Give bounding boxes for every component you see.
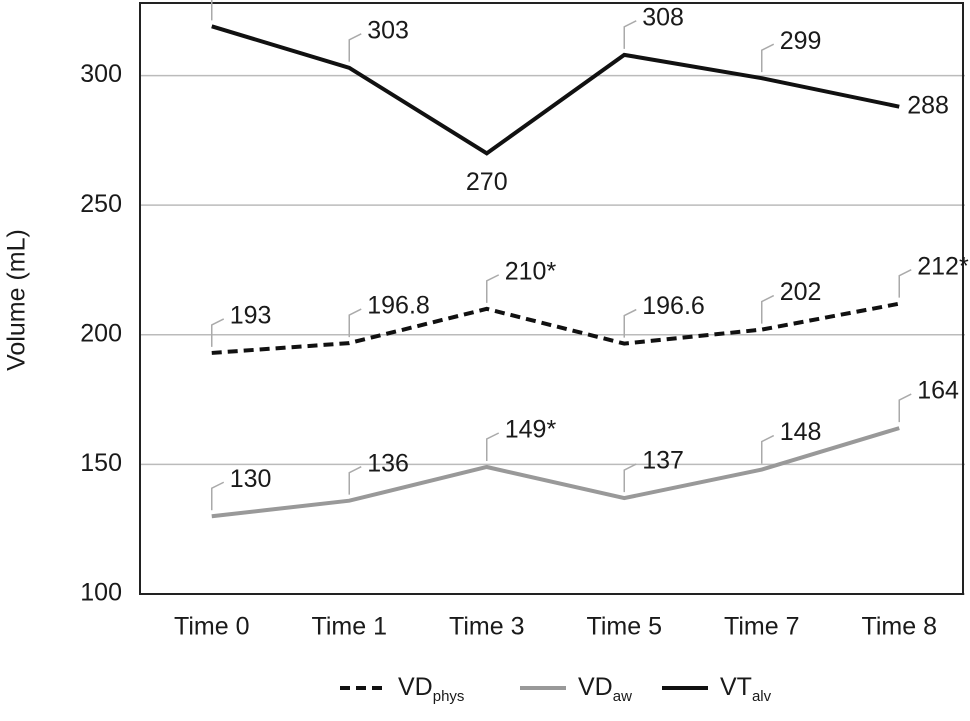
label-leader [761,434,775,464]
data-label: 149* [505,416,557,444]
legend-label: VDaw [578,673,632,705]
label-leader [761,43,775,73]
data-label: 137 [642,447,684,475]
data-label: 299 [780,27,822,55]
data-label: 212* [917,252,969,280]
data-label: 130 [230,465,272,493]
x-tick-label: Time 5 [587,613,662,641]
label-leader [348,308,362,338]
data-label: 308 [642,3,684,31]
y-axis-label: Volume (mL) [3,229,31,371]
data-label: 196.6 [642,292,705,320]
label-leader [623,308,637,338]
data-line [211,426,900,519]
label-leader [211,318,225,347]
data-label: 210* [505,257,557,285]
data-label: 202 [780,278,822,306]
y-tick-label: 300 [80,60,122,88]
data-label: 270 [466,168,508,196]
label-leader [623,20,637,49]
label-leader [211,0,213,21]
x-tick-label: Time 8 [862,613,937,641]
label-leader [623,463,637,493]
data-label: 164 [917,377,959,405]
y-tick-label: 150 [80,449,122,477]
y-tick-label: 250 [80,190,122,218]
label-leader [486,274,500,303]
legend-label: VTalv [720,673,772,705]
legend-label: VDphys [398,673,464,705]
data-label: 303 [367,16,409,44]
label-leader [211,481,225,511]
data-label: 136 [367,449,409,477]
data-line [211,24,900,156]
data-label: 196.8 [367,292,430,320]
plot-frame [139,2,964,595]
x-tick-label: Time 1 [312,613,387,641]
label-leader [898,393,912,423]
x-tick-label: Time 0 [174,613,249,641]
label-leader [348,466,362,495]
data-label: 288 [907,91,949,119]
x-tick-label: Time 7 [724,613,799,641]
data-label: 319 [230,0,272,3]
x-tick-label: Time 3 [449,613,524,641]
label-leader [486,432,500,461]
label-leader [761,294,775,324]
label-leader [348,33,362,62]
y-tick-label: 100 [80,579,122,607]
data-line [211,301,900,355]
data-label: 193 [230,302,272,330]
y-tick-label: 200 [80,319,122,347]
label-leader [898,269,912,298]
data-label: 148 [780,418,822,446]
